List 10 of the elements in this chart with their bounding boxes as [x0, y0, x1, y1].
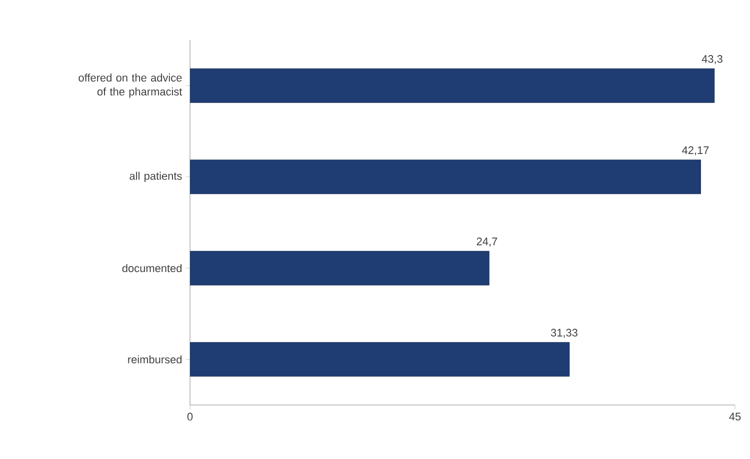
y-tick-label: reimbursed: [128, 355, 182, 364]
y-tick-label: offered on the advice of the pharmacist: [78, 74, 182, 98]
x-tick-label: 45: [729, 412, 741, 420]
data-label: 24,7: [476, 238, 498, 247]
y-tick-label: documented: [122, 264, 182, 272]
data-label: 42,17: [682, 146, 709, 156]
y-tick-label: all patients: [130, 172, 182, 182]
data-label: 43,3: [702, 55, 722, 64]
data-label: 31,33: [550, 328, 578, 338]
x-tick-label: 0: [187, 412, 193, 421]
